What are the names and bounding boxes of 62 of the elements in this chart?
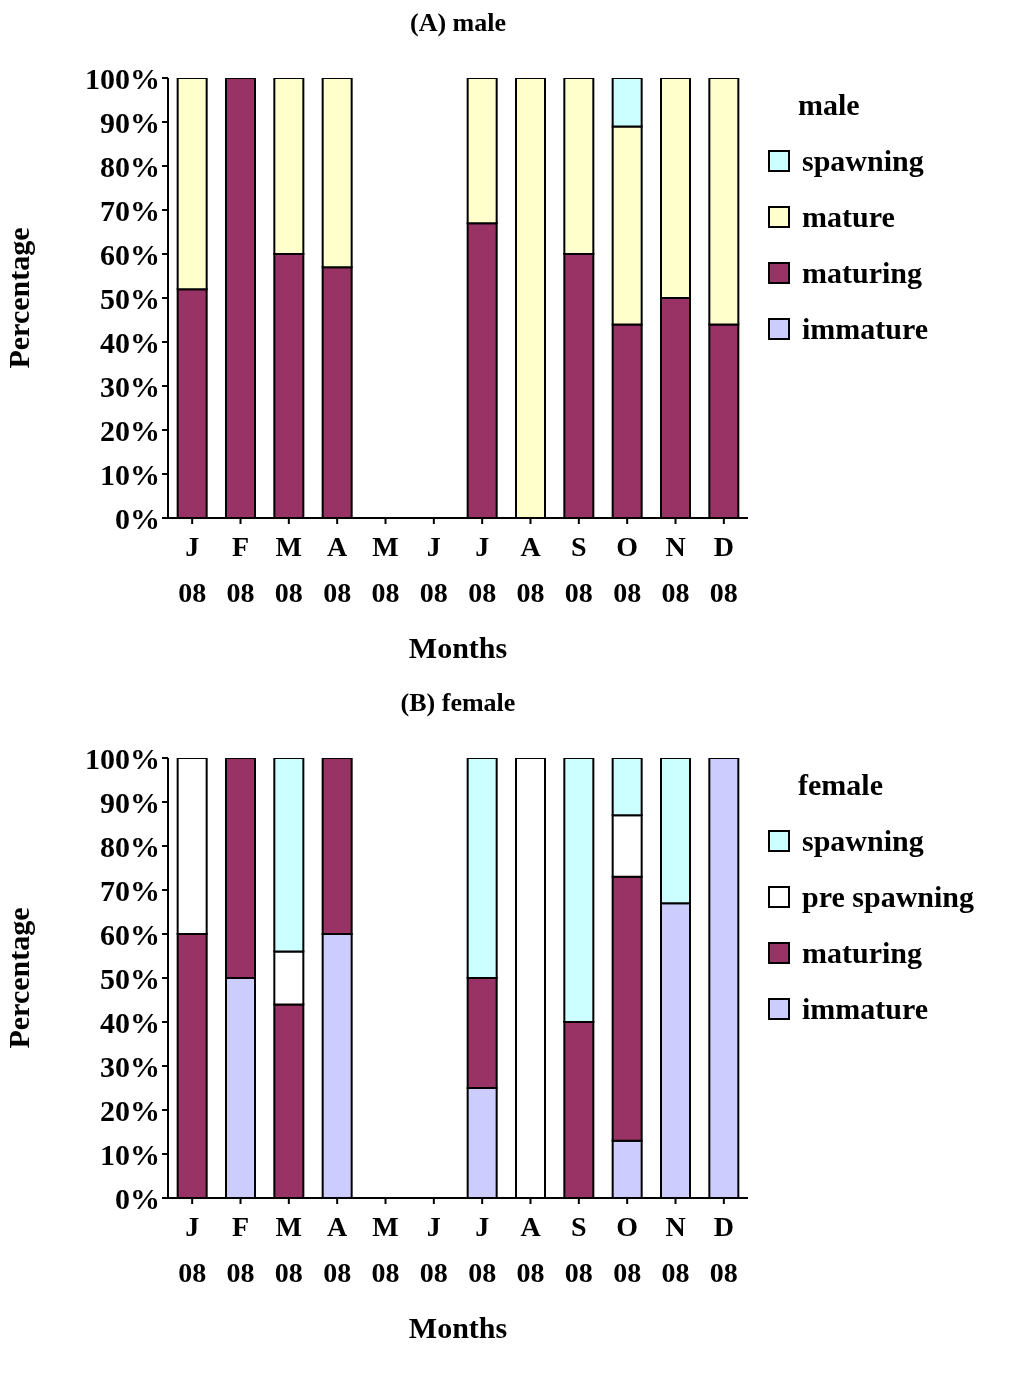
y-tick-label: 100% — [85, 741, 160, 775]
x-tick-label: J 08 — [468, 531, 497, 608]
x-tick-label: A 08 — [323, 1211, 352, 1288]
y-tick-label: 20% — [100, 413, 160, 447]
legend-label: maturing — [802, 936, 922, 970]
x-tick-label: M 08 — [371, 1211, 400, 1288]
y-tick-label: 0% — [115, 1181, 160, 1215]
x-tick-label: S 08 — [564, 1211, 593, 1288]
legend-label: pre spawning — [802, 880, 975, 914]
legend-label: maturing — [802, 256, 922, 290]
x-tick-label: D 08 — [709, 1211, 738, 1288]
y-tick-label: 90% — [100, 785, 160, 819]
y-tick-label: 20% — [100, 1093, 160, 1127]
y-tick-label: 0% — [115, 501, 160, 535]
y-tick-label: 30% — [100, 1049, 160, 1083]
y-axis-title: Percentage — [1, 907, 35, 1049]
y-tick-label: 60% — [100, 237, 160, 271]
x-tick-label: F 08 — [226, 531, 255, 608]
legend-label: immature — [802, 992, 929, 1026]
y-tick-label: 60% — [100, 917, 160, 951]
y-tick-label: 50% — [100, 281, 160, 315]
y-tick-label: 40% — [100, 1005, 160, 1039]
legend-title: female — [798, 768, 884, 802]
x-tick-label: M 08 — [274, 531, 303, 608]
x-tick-label: J 08 — [468, 1211, 497, 1288]
legend-label: mature — [802, 200, 895, 234]
x-axis-title: Months — [408, 1311, 508, 1344]
y-tick-label: 100% — [85, 61, 160, 95]
y-tick-label: 30% — [100, 369, 160, 403]
x-tick-label: J 08 — [419, 531, 448, 608]
x-tick-label: M 08 — [274, 1211, 303, 1288]
legend-label: immature — [802, 312, 929, 346]
x-tick-label: A 08 — [516, 531, 545, 608]
legend-label: spawning — [802, 144, 924, 178]
x-tick-label: N 08 — [661, 531, 690, 608]
x-tick-label: J 08 — [178, 531, 207, 608]
x-tick-label: A 08 — [516, 1211, 545, 1288]
x-tick-label: O 08 — [613, 531, 642, 608]
x-tick-label: F 08 — [226, 1211, 255, 1288]
y-axis-title: Percentage — [1, 227, 35, 369]
y-tick-label: 50% — [100, 961, 160, 995]
x-tick-label: S 08 — [564, 531, 593, 608]
legend-title: male — [798, 88, 861, 122]
legend-label: spawning — [802, 824, 924, 858]
x-axis-title: Months — [408, 631, 508, 664]
y-tick-label: 90% — [100, 105, 160, 139]
x-tick-label: D 08 — [709, 531, 738, 608]
x-tick-label: N 08 — [661, 1211, 690, 1288]
x-tick-label: A 08 — [323, 531, 352, 608]
x-tick-label: J 08 — [419, 1211, 448, 1288]
x-tick-label: J 08 — [178, 1211, 207, 1288]
y-tick-label: 40% — [100, 325, 160, 359]
chart-title: (B) female — [399, 688, 517, 718]
y-tick-label: 80% — [100, 149, 160, 183]
y-tick-label: 70% — [100, 873, 160, 907]
chart-title: (A) male — [409, 8, 507, 38]
y-tick-label: 10% — [100, 457, 160, 491]
y-tick-label: 80% — [100, 829, 160, 863]
x-tick-label: O 08 — [613, 1211, 642, 1288]
y-tick-label: 10% — [100, 1137, 160, 1171]
x-tick-label: M 08 — [371, 531, 400, 608]
y-tick-label: 70% — [100, 193, 160, 227]
